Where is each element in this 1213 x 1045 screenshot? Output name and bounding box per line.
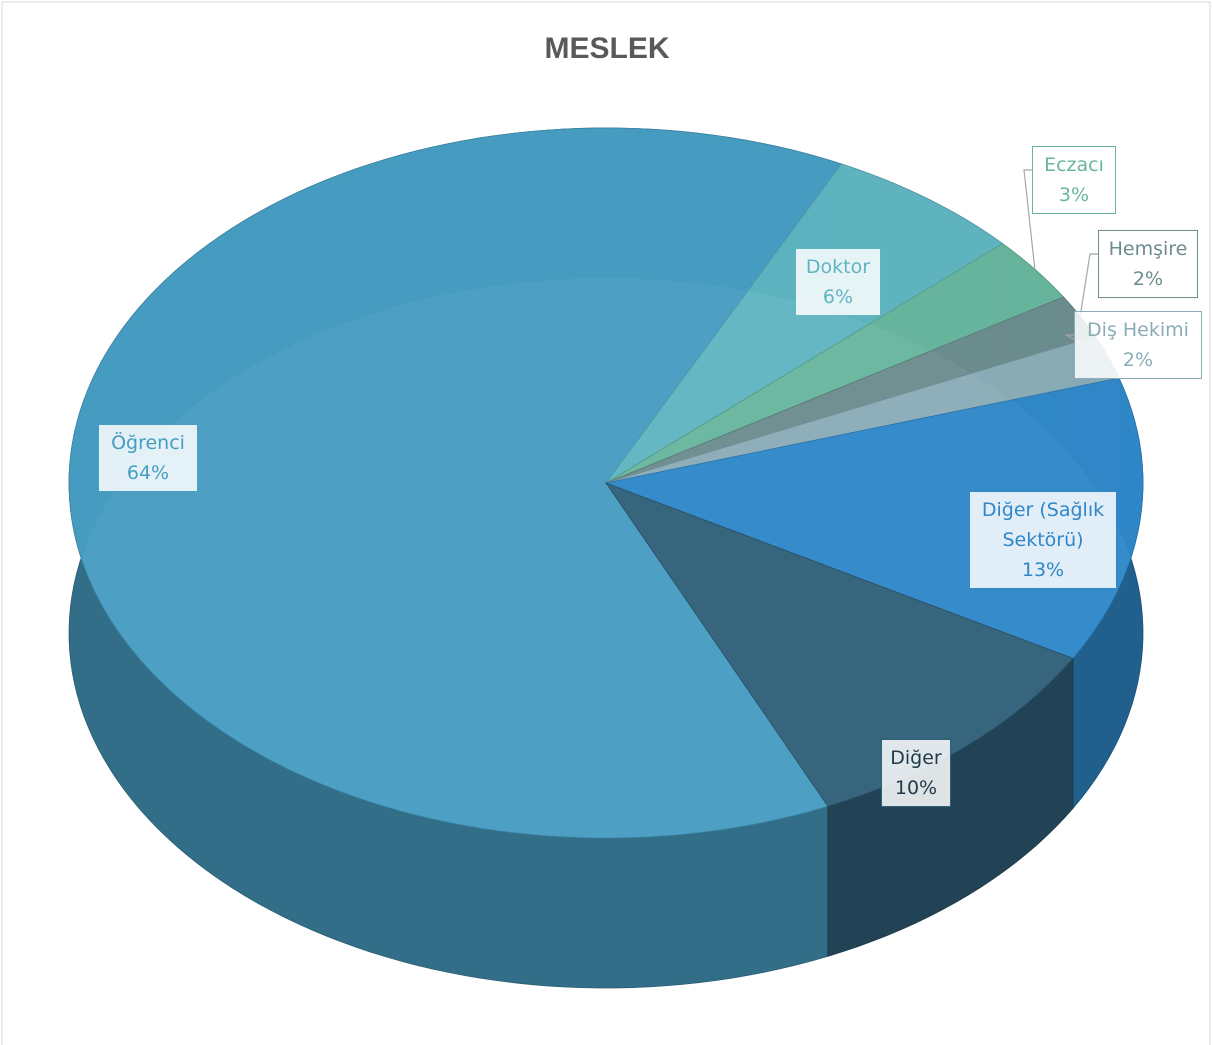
data-label-category: Hemşire [1108, 238, 1188, 260]
data-label: Diğer (Sağlık Sektörü) 13% [969, 491, 1117, 589]
data-label-category: Eczacı [1044, 154, 1104, 176]
data-label: Öğrenci 64% [98, 424, 198, 492]
data-label-value: 10% [894, 777, 938, 799]
data-label-value: 2% [1132, 268, 1164, 290]
data-label-value: 13% [1021, 559, 1065, 581]
data-label: Diğer 10% [881, 739, 951, 807]
slice [605, 243, 1065, 484]
data-label-value: 64% [126, 462, 170, 484]
leader-line [1079, 253, 1098, 317]
data-label-value: 3% [1058, 184, 1090, 206]
data-label-value: 6% [822, 286, 854, 308]
slice [605, 163, 1004, 484]
data-label: Hemşire 2% [1098, 230, 1198, 298]
leader-line [1023, 169, 1036, 270]
data-label-category: Diğer (Sağlık Sektörü) [981, 499, 1105, 551]
data-label: Doktor 6% [795, 248, 881, 316]
data-label: Eczacı 3% [1032, 146, 1116, 214]
data-label-category: Öğrenci [111, 432, 185, 454]
chart-title: MESLEK [544, 32, 669, 65]
data-label: Diş Hekimi 2% [1074, 311, 1202, 379]
data-label-value: 2% [1122, 349, 1154, 371]
data-label-category: Doktor [805, 256, 871, 278]
slice [604, 482, 1074, 807]
data-label-category: Diğer [890, 747, 942, 769]
data-label-category: Diş Hekimi [1087, 319, 1189, 341]
slice [68, 127, 843, 839]
